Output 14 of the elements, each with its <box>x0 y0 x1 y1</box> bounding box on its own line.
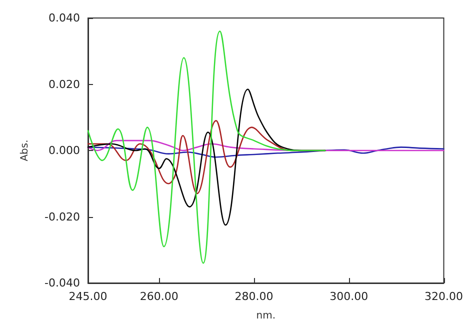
line-series <box>87 140 444 152</box>
x-axis-title: nm. <box>256 310 276 322</box>
y-tick-label: 0.020 <box>48 78 80 91</box>
line-series <box>87 30 326 264</box>
y-tick-label: -0.040 <box>44 276 80 290</box>
x-tick-label: 245.00 <box>68 290 108 303</box>
x-tick-label: 300.00 <box>330 290 368 303</box>
x-tick-label: 280.00 <box>234 290 274 303</box>
y-tick-label: 0.040 <box>48 12 80 24</box>
y-axis-title: Abs. <box>20 140 30 162</box>
x-tick-label: 260.00 <box>140 290 178 303</box>
x-tick-label: 320.00 <box>424 290 464 303</box>
y-tick-label: 0.000 <box>48 144 80 157</box>
y-tick-label: -0.020 <box>44 210 80 224</box>
